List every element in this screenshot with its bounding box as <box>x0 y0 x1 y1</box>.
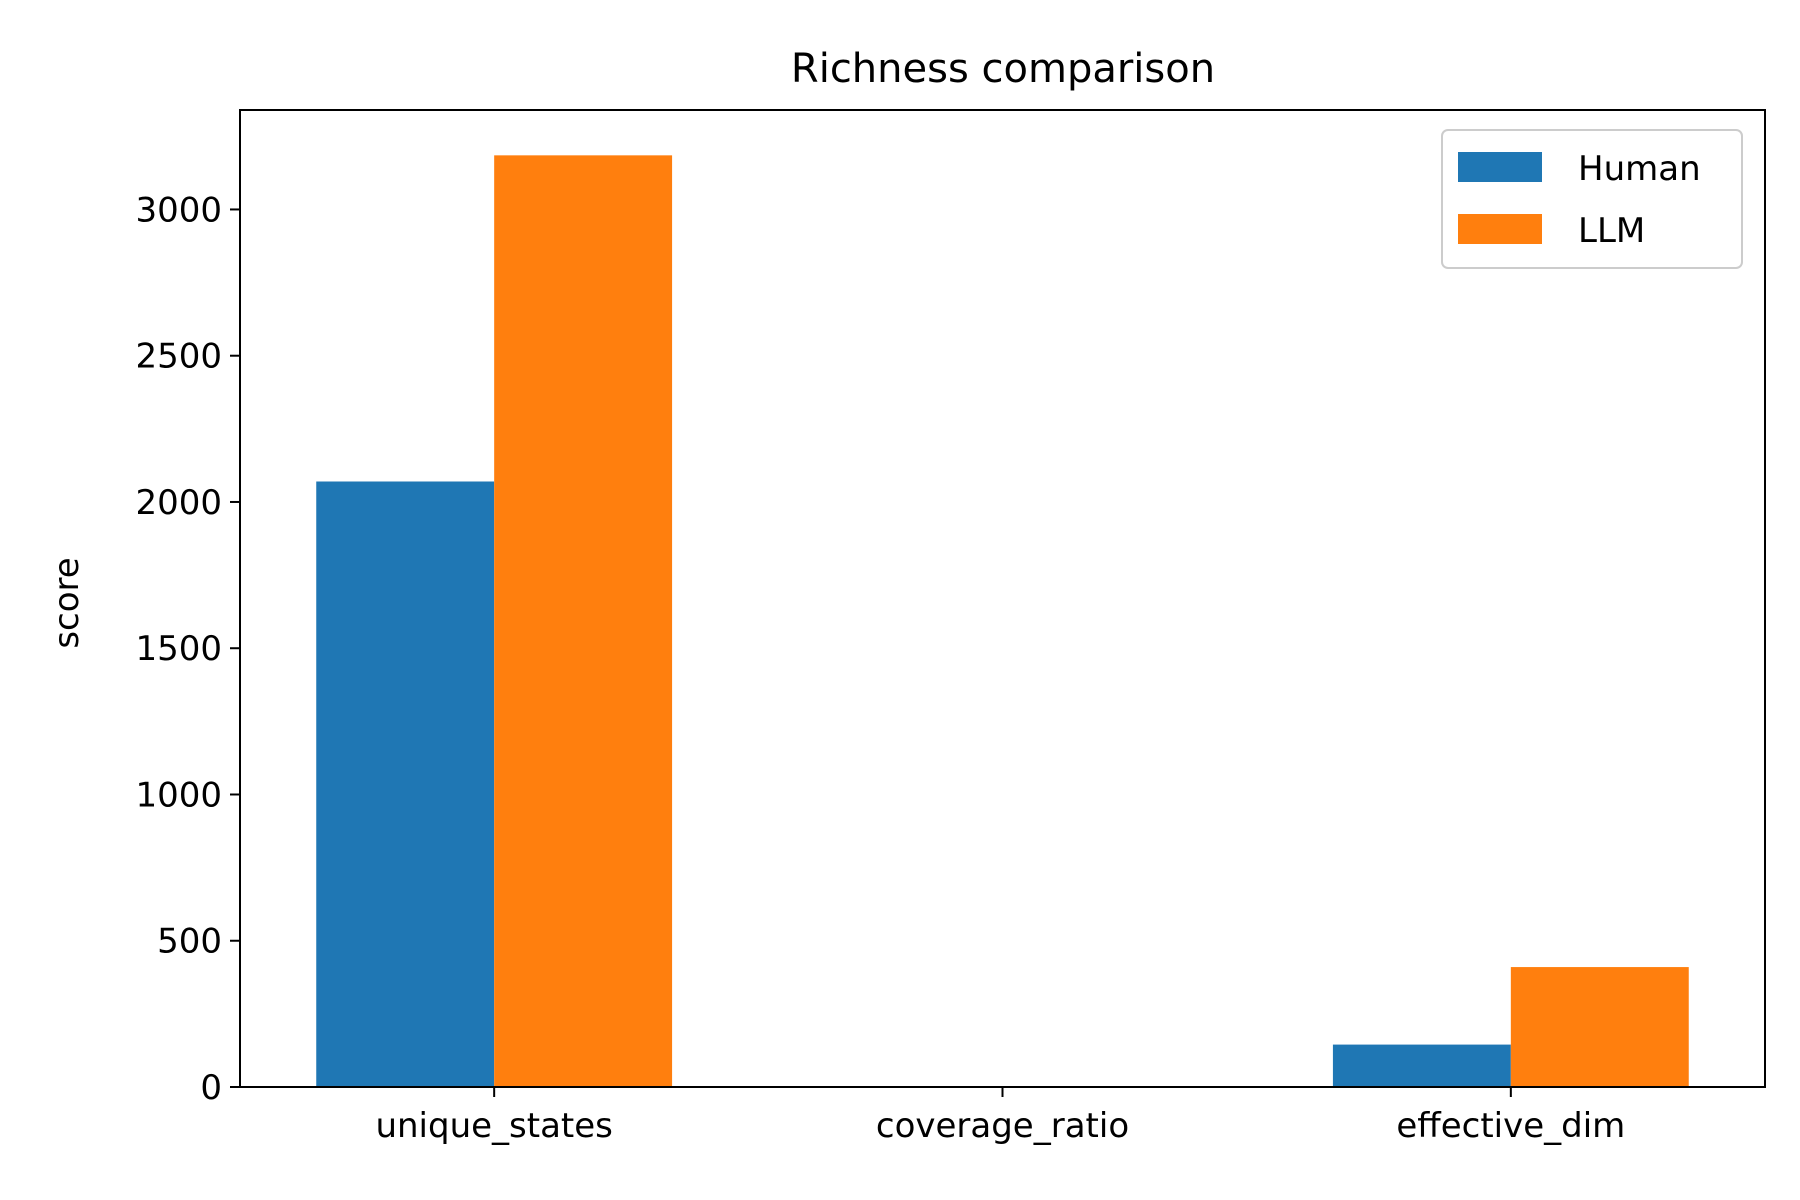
x-tick-label: effective_dim <box>1396 1106 1625 1146</box>
bar-llm-effective_dim <box>1510 967 1689 1087</box>
x-tick-label: coverage_ratio <box>876 1106 1129 1146</box>
bar-llm-unique_states <box>494 155 673 1087</box>
x-tick-label: unique_states <box>375 1106 612 1146</box>
x-axis-ticks: unique_states coverage_ratio effective_dim <box>375 1087 1625 1146</box>
bar-human-effective_dim <box>1332 1044 1511 1087</box>
y-tick-label: 1000 <box>135 775 222 815</box>
legend-swatch-human <box>1458 152 1542 182</box>
y-axis-ticks: 0 500 1000 1500 2000 2500 3000 <box>135 190 240 1108</box>
y-tick-label: 2500 <box>135 337 222 377</box>
y-tick-label: 500 <box>157 922 222 962</box>
bar-human-unique_states <box>316 481 495 1087</box>
y-tick-label: 0 <box>200 1068 222 1108</box>
legend: Human LLM <box>1441 129 1743 269</box>
legend-label-human: Human <box>1578 149 1701 189</box>
legend-label-llm: LLM <box>1578 211 1645 251</box>
y-axis-label: score <box>47 557 87 648</box>
plot-frame <box>239 109 1766 1088</box>
chart-title: Richness comparison <box>791 46 1215 92</box>
bars-layer <box>316 155 1689 1087</box>
legend-swatch-llm <box>1458 214 1542 244</box>
y-tick-label: 1500 <box>135 629 222 669</box>
y-tick-label: 3000 <box>135 190 222 230</box>
y-tick-label: 2000 <box>135 483 222 523</box>
